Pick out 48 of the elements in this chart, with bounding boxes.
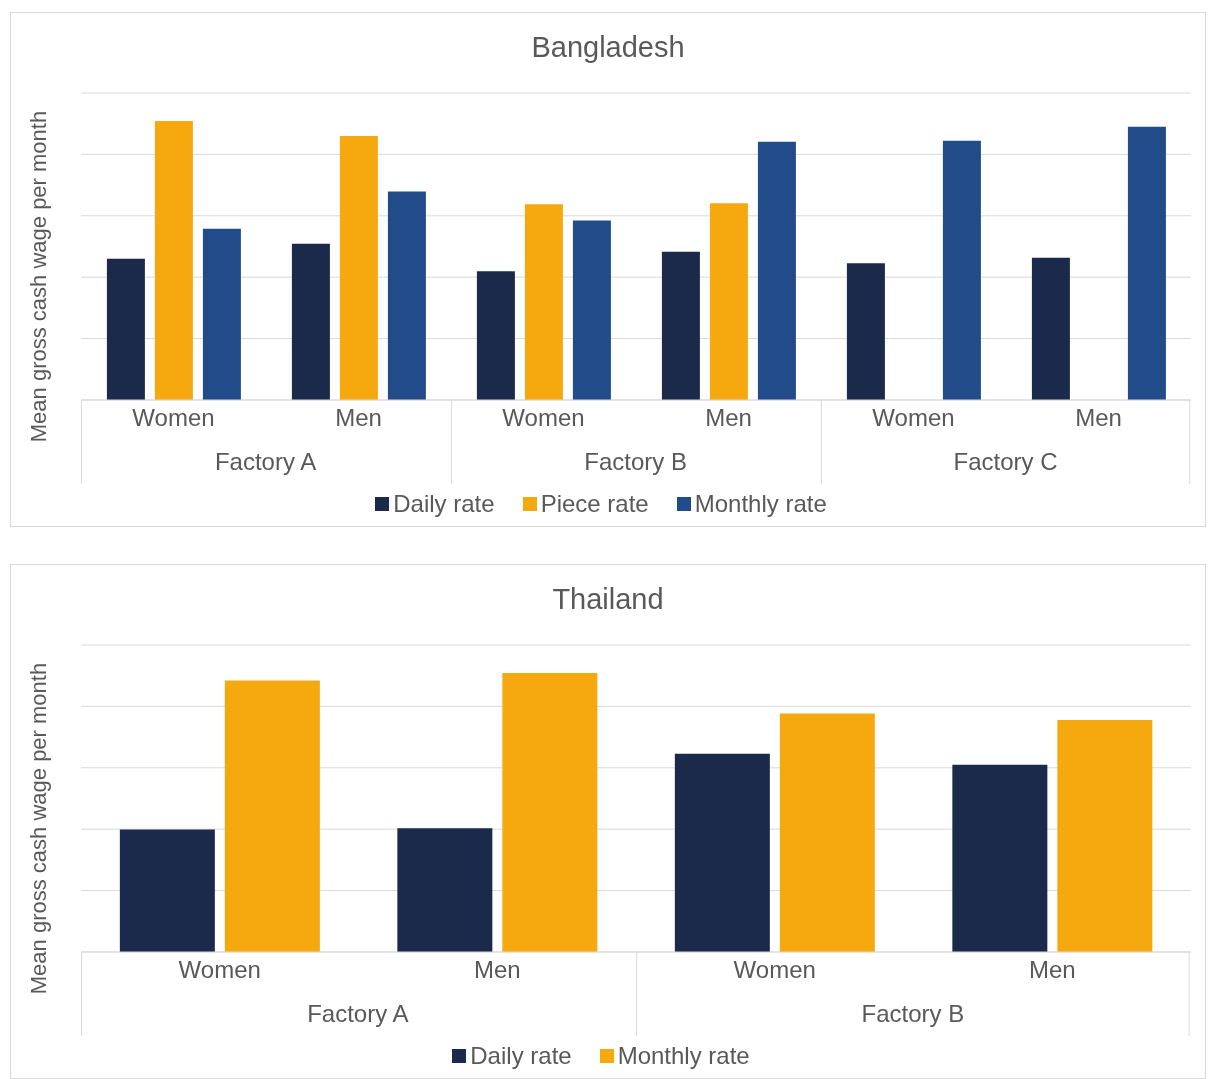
legend-label: Piece rate [539,490,649,518]
bar [846,263,885,400]
x-tick-label: Women [178,956,261,983]
x-tick-label: Men [705,404,752,431]
x-tick-label: Women [872,404,955,431]
text: Factory A [214,448,317,475]
text: Factory C [953,448,1058,475]
legend-label: Daily rate [469,1042,572,1070]
bar [757,141,796,400]
x-tick-label: Men [1075,404,1122,431]
bar [502,672,598,952]
bar [1057,720,1153,952]
text: Factory B [861,1000,965,1027]
chart-title: Thailand [551,583,665,616]
bar [202,228,241,400]
x-tick-label: Women [733,956,816,983]
bar [291,243,330,400]
bar [224,680,320,952]
bar [942,140,981,400]
x-tick-label: Women [502,404,585,431]
bar [952,764,1048,952]
bar [1127,126,1166,400]
text: Factory A [307,1000,409,1027]
bar [1031,257,1070,400]
bar [106,258,145,400]
bar [661,251,700,400]
bar [154,120,193,400]
bar [674,753,770,952]
x-tick-label: Men [335,404,382,431]
bar [524,204,563,400]
bar [709,203,748,400]
chart-title: Bangladesh [530,31,686,64]
x-tick-label: Men [473,956,521,983]
bar [397,828,493,952]
legend-label: Daily rate [392,490,495,518]
bar [387,191,426,400]
bar [779,713,875,952]
legend-label: Monthly rate [693,490,827,518]
y-axis-title: Mean gross cash wage per month [25,110,51,443]
bar [572,220,611,400]
x-tick-label: Women [132,404,215,431]
x-tick-label: Men [1028,956,1076,983]
text: Factory B [584,448,687,475]
bar [119,829,215,952]
legend-label: Monthly rate [616,1042,750,1070]
bar [339,135,378,400]
bar [476,271,515,400]
y-axis-title: Mean gross cash wage per month [25,662,51,995]
